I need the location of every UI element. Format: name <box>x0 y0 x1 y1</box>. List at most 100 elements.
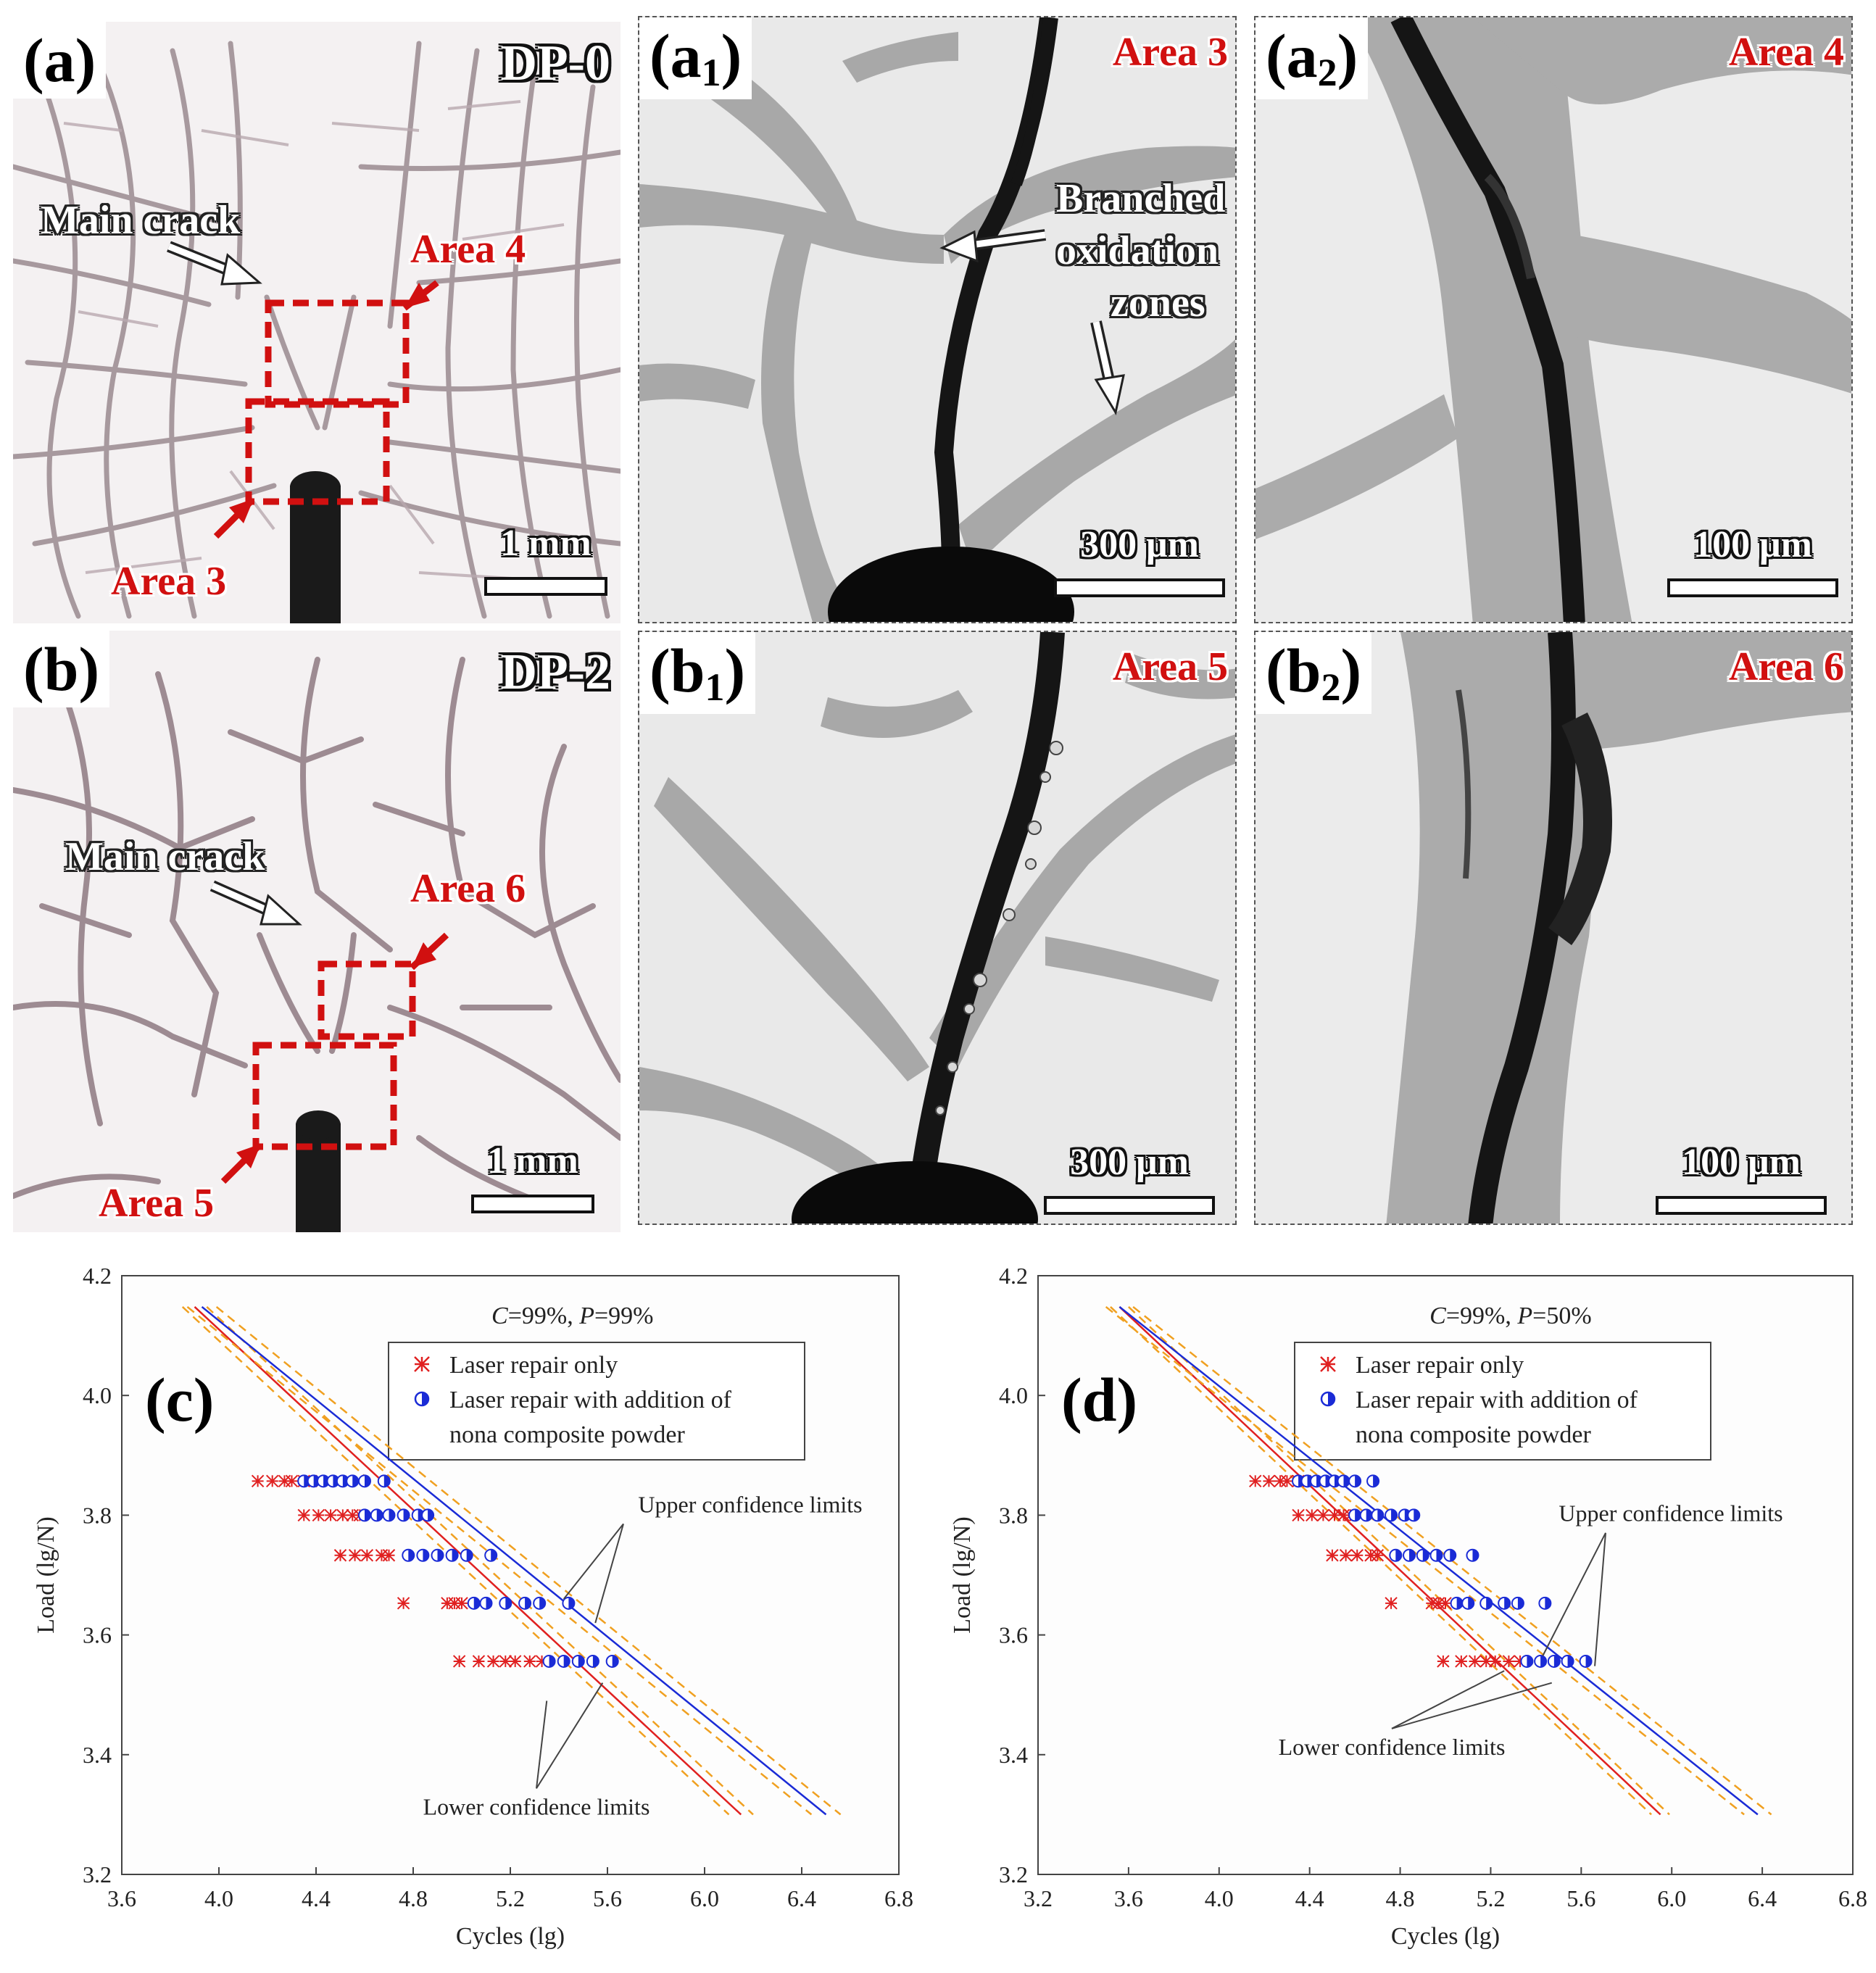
marker-fill <box>473 1597 480 1609</box>
asterisk-stroke <box>1320 1356 1336 1372</box>
data-point-laser-only <box>523 1655 536 1668</box>
x-tick-label: 4.8 <box>1386 1885 1415 1911</box>
data-point-with-powder <box>1337 1474 1350 1488</box>
data-point-with-powder <box>1534 1654 1548 1668</box>
marker-fill <box>1414 1509 1420 1521</box>
panel-tag-b1-sub: 1 <box>705 665 725 709</box>
asterisk-stroke <box>1385 1597 1398 1610</box>
y-tick-label: 3.2 <box>999 1861 1028 1887</box>
asterisk-stroke <box>1292 1508 1305 1522</box>
panel-tag-b1-close: ) <box>724 636 746 705</box>
data-point-with-powder <box>467 1596 481 1610</box>
x-tick-label: 5.6 <box>593 1885 622 1911</box>
data-point-with-powder <box>377 1474 391 1488</box>
marker-fill <box>376 1509 383 1521</box>
data-point-with-powder <box>1466 1548 1479 1562</box>
data-point-laser-only <box>455 1597 468 1610</box>
annotation-leader <box>1594 1532 1606 1666</box>
upper-confidence-line <box>215 1305 842 1816</box>
data-point-with-powder <box>346 1474 360 1488</box>
fit-line <box>201 1305 827 1816</box>
asterisk-stroke <box>348 1549 362 1562</box>
asterisk-stroke <box>382 1549 396 1562</box>
x-tick-label: 3.2 <box>1024 1885 1053 1911</box>
data-point-with-powder <box>416 1548 430 1562</box>
data-point-laser-only <box>1316 1508 1330 1522</box>
marker-fill <box>1436 1549 1443 1561</box>
data-point-laser-only <box>472 1655 486 1668</box>
annotation-leader <box>563 1523 624 1600</box>
asterisk-stroke <box>1350 1549 1364 1562</box>
data-point-laser-only <box>1468 1655 1482 1668</box>
asterisk-stroke <box>312 1508 325 1522</box>
data-point-laser-only <box>336 1508 349 1522</box>
data-point-laser-only <box>333 1549 347 1562</box>
x-axis-label: Cycles (lg) <box>456 1923 565 1950</box>
branched-oxidation-label-line1: Branched <box>1056 176 1226 221</box>
scale-label-a2: 100 μm <box>1693 524 1812 565</box>
marker-fill <box>1567 1655 1574 1667</box>
x-tick-label: 6.0 <box>690 1885 719 1911</box>
marker-fill <box>505 1597 512 1609</box>
y-tick-label: 3.8 <box>999 1502 1028 1528</box>
sn-charts: 3.6 4.0 4.4 4.8 5.2 5.6 6.0 6.4 6.8 3.2 3.4 3.6 3.8 4… <box>33 1263 1867 1950</box>
y-tick-label: 4.2 <box>83 1263 112 1289</box>
x-tick-label: 4.0 <box>1205 1885 1234 1911</box>
micrograph-a: (a) DP-0 Main crack Area 4 Area 3 1 mm <box>13 22 621 623</box>
marker-fill <box>1553 1655 1560 1667</box>
marker-fill <box>1527 1655 1533 1667</box>
y-tick-label: 3.4 <box>999 1742 1028 1768</box>
panel-tag-a1-close: ) <box>721 21 742 91</box>
marker-fill <box>352 1475 359 1487</box>
panel-tag-b: (b) <box>13 631 110 707</box>
marker-fill <box>408 1549 415 1561</box>
y-axis-label: Load (lg/N) <box>33 1516 59 1633</box>
upper-confidence-line <box>206 1306 754 1816</box>
panel-tag-a2-close: ) <box>1337 21 1358 91</box>
legend-label-with-powder-line1: Laser repair with addition of <box>1356 1387 1638 1413</box>
marker-fill <box>1504 1597 1511 1609</box>
x-tick-label: 4.0 <box>204 1885 233 1911</box>
asterisk-stroke <box>324 1508 337 1522</box>
sem-image-b2 <box>1386 632 1851 1224</box>
data-point-with-powder <box>571 1654 585 1668</box>
asterisk-stroke <box>1468 1655 1482 1668</box>
data-point-with-powder <box>1407 1508 1421 1522</box>
asterisk-stroke <box>1439 1597 1452 1610</box>
marker-fill <box>1585 1655 1592 1667</box>
panel-tag-a1-main: (a <box>649 21 702 91</box>
data-point-laser-only <box>1249 1474 1262 1488</box>
data-point-laser-only <box>1455 1655 1468 1668</box>
data-point-with-powder <box>431 1548 444 1562</box>
y-tick-label: 3.8 <box>83 1502 112 1528</box>
data-point-laser-only <box>1371 1549 1385 1562</box>
marker-fill <box>1450 1549 1456 1561</box>
data-point-laser-only <box>499 1655 512 1668</box>
y-tick-label: 4.0 <box>999 1382 1028 1408</box>
lower-confidence-line <box>181 1306 730 1816</box>
data-point-laser-only <box>1280 1474 1294 1488</box>
area-6-label: Area 6 <box>410 866 526 911</box>
data-point-with-powder <box>382 1508 396 1522</box>
annotation-leader <box>594 1524 624 1624</box>
asterisk-stroke <box>1479 1655 1493 1668</box>
asterisk-stroke <box>1262 1474 1276 1488</box>
scale-label-b: 1 mm <box>487 1140 578 1181</box>
data-point-laser-only <box>297 1508 310 1522</box>
data-point-with-powder <box>1520 1654 1534 1668</box>
asterisk-stroke <box>360 1549 374 1562</box>
data-point-with-powder <box>1450 1596 1464 1610</box>
y-tick-label: 3.2 <box>83 1861 112 1887</box>
data-point-laser-only <box>397 1597 410 1610</box>
legend-box <box>388 1342 805 1461</box>
data-point-laser-only <box>1306 1508 1319 1522</box>
marker-fill <box>452 1549 458 1561</box>
asterisk-stroke <box>1328 1508 1341 1522</box>
legend-halfcircle-fill <box>422 1392 428 1405</box>
data-point-with-powder <box>1403 1548 1416 1562</box>
x-tick-label: 4.4 <box>1295 1885 1324 1911</box>
data-point-laser-only <box>1439 1597 1452 1610</box>
specimen-label-dp0: DP-0 <box>500 36 610 91</box>
data-point-laser-only <box>348 1549 362 1562</box>
marker-fill <box>1366 1509 1372 1521</box>
